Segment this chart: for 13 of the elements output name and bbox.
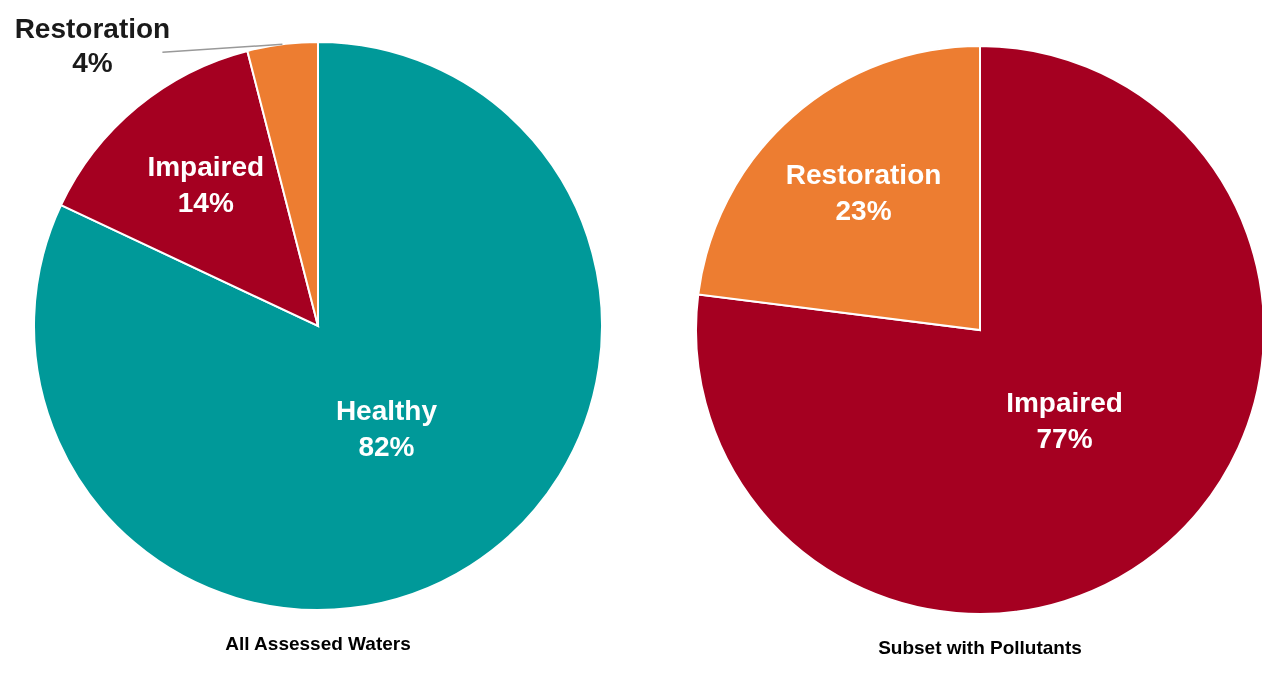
data-label: 14% bbox=[177, 187, 234, 219]
slice-label: Impaired bbox=[1006, 386, 1123, 418]
data-label: 82% bbox=[358, 430, 415, 462]
slice-label: Healthy bbox=[335, 394, 438, 426]
data-label: 4% bbox=[72, 47, 113, 79]
slice-label: Restoration bbox=[14, 13, 171, 45]
slice-label: Restoration bbox=[785, 158, 942, 190]
text: All Assessed Waters bbox=[225, 633, 411, 654]
text: Subset with Pollutants bbox=[878, 637, 1082, 658]
data-label: 77% bbox=[1036, 422, 1093, 454]
slice-label: Impaired bbox=[147, 151, 265, 183]
pie-slice bbox=[33, 41, 603, 611]
data-label: 23% bbox=[835, 194, 892, 226]
